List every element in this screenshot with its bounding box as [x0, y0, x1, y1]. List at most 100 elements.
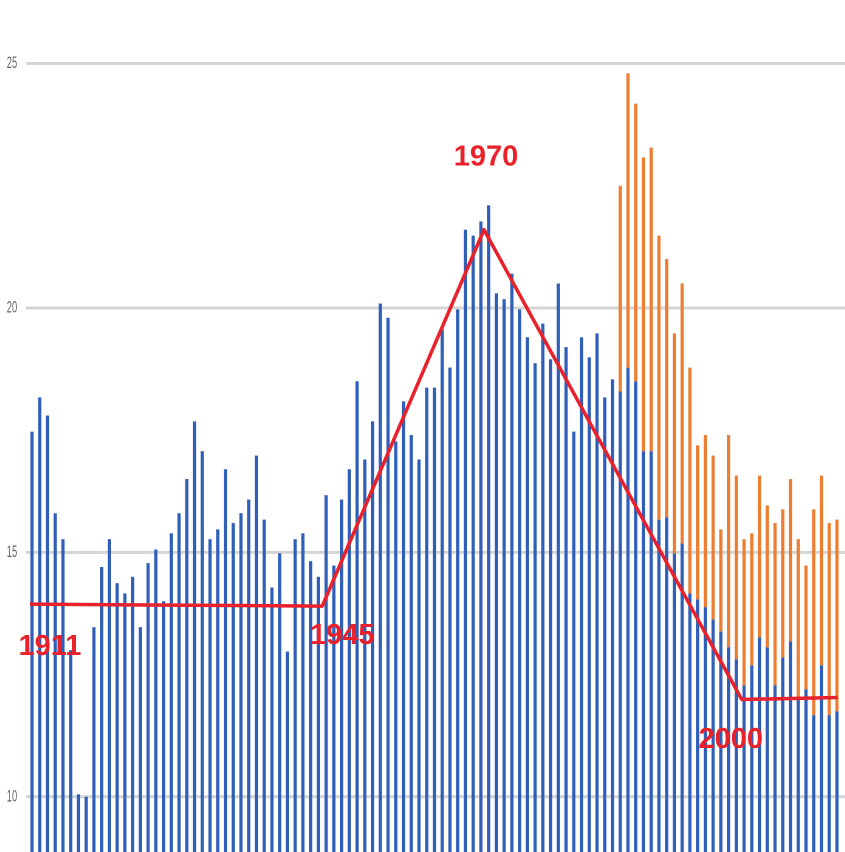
bar — [309, 561, 313, 852]
bar — [750, 665, 754, 852]
bar — [819, 475, 824, 666]
bar — [84, 796, 88, 852]
bar — [556, 283, 560, 852]
bar — [471, 235, 475, 852]
bar — [742, 685, 746, 852]
bar — [734, 475, 738, 660]
bar — [363, 459, 367, 852]
bar — [409, 435, 413, 852]
bar — [773, 685, 777, 852]
bar — [479, 221, 483, 852]
bar — [626, 367, 630, 852]
bar — [703, 435, 707, 608]
bar — [463, 229, 468, 852]
bar — [618, 391, 622, 852]
bar — [247, 499, 251, 852]
bar — [688, 593, 692, 852]
bar — [757, 475, 762, 638]
bar — [223, 469, 228, 852]
y-tick-label: 25 — [7, 53, 18, 72]
bar — [626, 73, 630, 368]
annotation: 1970 — [454, 140, 519, 172]
bar — [781, 509, 785, 658]
bar — [107, 539, 111, 852]
bar — [788, 479, 793, 642]
bar — [30, 431, 34, 852]
bar — [494, 293, 498, 852]
bar — [641, 157, 646, 452]
bar — [672, 553, 677, 852]
bar — [541, 323, 545, 852]
bar — [53, 513, 57, 852]
bar — [169, 533, 173, 852]
bar — [827, 715, 831, 852]
bar — [727, 647, 731, 852]
bar — [603, 397, 607, 852]
annotation: 1911 — [19, 630, 82, 662]
bar — [827, 523, 831, 716]
bar — [711, 619, 715, 852]
y-tick-label: 10 — [7, 786, 18, 805]
bar — [757, 637, 762, 852]
bar — [69, 650, 73, 852]
bar — [696, 599, 700, 852]
bar — [340, 499, 344, 852]
bar — [564, 347, 568, 852]
bar — [216, 529, 220, 852]
bar — [525, 337, 529, 852]
bar — [680, 543, 684, 852]
y-tick-label: 15 — [7, 542, 18, 561]
bar — [100, 567, 104, 852]
bar — [819, 665, 824, 852]
bar — [161, 601, 166, 852]
bar — [835, 519, 839, 712]
bar — [200, 451, 204, 852]
bar — [734, 659, 738, 852]
bar — [587, 357, 591, 852]
bar — [641, 451, 646, 852]
y-tick-label: 20 — [7, 298, 18, 317]
bar — [742, 539, 746, 686]
bar — [332, 565, 336, 852]
bar — [533, 363, 537, 852]
bar — [804, 689, 808, 852]
bar — [719, 529, 723, 632]
bar — [649, 451, 653, 852]
bar — [649, 147, 653, 452]
bar — [456, 309, 460, 852]
bar — [208, 539, 212, 852]
bar — [154, 549, 158, 852]
bar — [680, 283, 684, 544]
bar — [355, 381, 359, 852]
bar — [45, 415, 50, 852]
bar — [518, 309, 522, 852]
bar — [595, 333, 599, 852]
bar — [324, 495, 328, 852]
bar — [76, 794, 81, 852]
bar — [788, 641, 793, 852]
bar — [316, 576, 320, 852]
bar — [231, 523, 235, 852]
bar — [688, 367, 692, 594]
bar — [548, 359, 553, 852]
bar — [254, 455, 259, 852]
bar — [781, 657, 785, 852]
bar — [804, 565, 808, 690]
bar — [610, 379, 615, 852]
bar — [425, 387, 429, 852]
bar — [448, 367, 452, 852]
bar — [657, 519, 661, 852]
annotation: 2000 — [699, 723, 764, 755]
bar — [440, 329, 444, 852]
bar — [270, 587, 274, 852]
bar — [278, 553, 282, 852]
bar — [727, 435, 731, 648]
bar — [131, 576, 135, 852]
trend-line — [29, 227, 838, 702]
bar — [665, 517, 669, 852]
bar — [192, 421, 197, 852]
bar — [285, 651, 290, 852]
bar — [115, 583, 119, 852]
bar — [703, 607, 707, 852]
